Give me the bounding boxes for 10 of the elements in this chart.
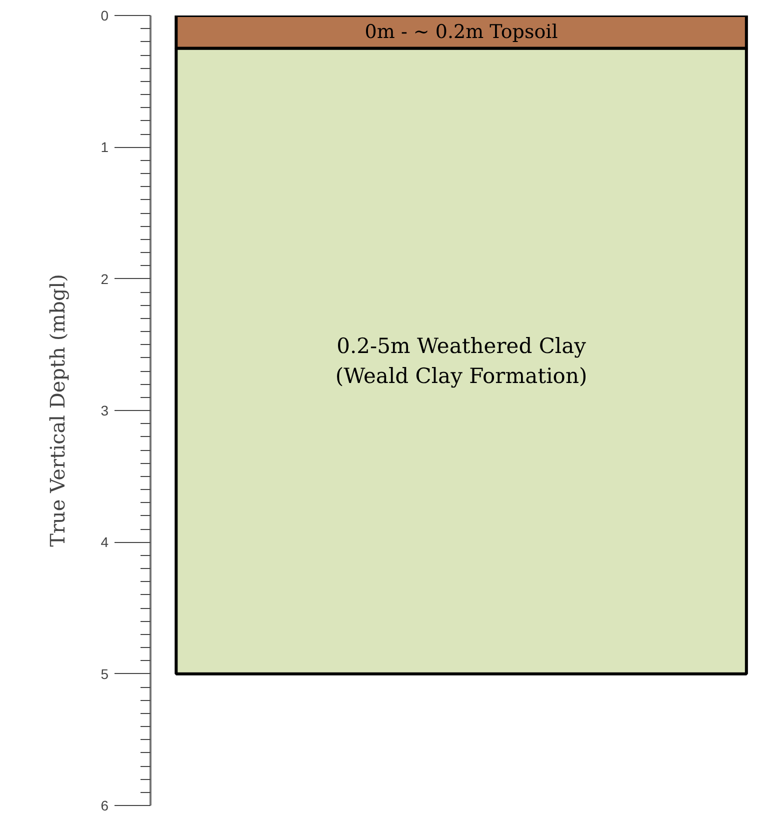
y-tick-label: 3 [100,402,109,418]
y-tick-label: 5 [100,666,109,682]
y-axis-title: True Vertical Depth (mbgl) [46,274,70,547]
series-label: 0m - ~ 0.2m Topsoil [364,20,558,43]
y-tick-label: 2 [100,270,109,287]
y-tick-label: 1 [100,139,109,156]
y-tick-label: 4 [100,534,109,550]
y-tick-label: 0 [100,8,109,24]
y-tick-label: 6 [100,798,109,814]
series-label: 0.2-5m Weathered Clay (Weald Clay Formation) [335,334,588,388]
